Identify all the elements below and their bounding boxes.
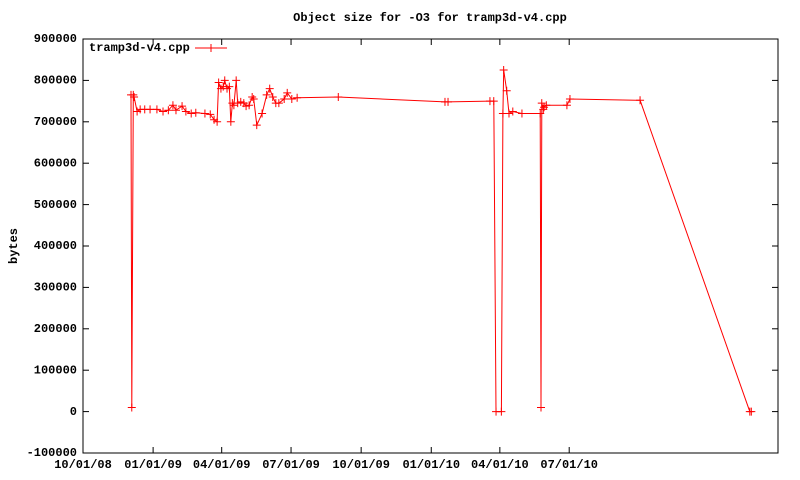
point-marker <box>293 93 302 102</box>
point-marker <box>499 66 508 75</box>
point-marker <box>181 107 190 116</box>
y-tick-label: -100000 <box>27 446 77 460</box>
point-marker <box>178 102 187 111</box>
x-tick-label: 01/01/09 <box>124 458 182 472</box>
point-marker <box>225 82 234 91</box>
y-tick-label: 700000 <box>34 115 77 129</box>
point-marker <box>164 106 173 115</box>
point-marker <box>130 92 139 101</box>
point-marker <box>168 101 177 110</box>
point-marker <box>248 92 257 101</box>
point-marker <box>502 86 511 95</box>
point-marker <box>274 99 283 108</box>
point-marker <box>191 108 200 117</box>
point-marker <box>517 109 526 118</box>
point-marker <box>220 76 229 85</box>
y-axis-label: bytes <box>7 228 21 264</box>
point-marker <box>258 109 267 118</box>
x-tick-label: 01/01/10 <box>402 458 460 472</box>
point-marker <box>536 403 545 412</box>
point-marker <box>536 109 545 118</box>
y-tick-label: 300000 <box>34 281 77 295</box>
point-marker <box>213 117 222 126</box>
point-marker <box>489 97 498 106</box>
point-marker <box>159 107 168 116</box>
point-marker <box>542 101 551 110</box>
x-tick-label: 10/01/08 <box>54 458 112 472</box>
point-marker <box>747 407 756 416</box>
point-marker <box>444 97 453 106</box>
y-tick-label: 100000 <box>34 363 77 377</box>
point-marker <box>508 107 517 116</box>
point-marker <box>287 95 296 104</box>
legend-swatch <box>207 44 215 52</box>
x-tick-label: 07/01/10 <box>540 458 598 472</box>
chart-title: Object size for -O3 for tramp3d-v4.cpp <box>293 11 567 25</box>
x-tick-label: 10/01/09 <box>332 458 390 472</box>
legend-label: tramp3d-v4.cpp <box>89 41 190 55</box>
point-marker <box>187 109 196 118</box>
point-marker <box>283 88 292 97</box>
point-marker <box>146 105 155 114</box>
y-tick-label: 900000 <box>34 32 77 46</box>
y-tick-label: 400000 <box>34 239 77 253</box>
point-marker <box>252 121 261 130</box>
point-marker <box>229 101 238 110</box>
y-tick-label: 600000 <box>34 156 77 170</box>
point-marker <box>127 403 136 412</box>
point-marker <box>206 110 215 119</box>
x-tick-label: 04/01/09 <box>193 458 251 472</box>
point-marker <box>539 105 548 114</box>
point-marker <box>497 407 506 416</box>
point-marker <box>280 95 289 104</box>
point-marker <box>562 101 571 110</box>
y-tick-label: 0 <box>70 405 77 419</box>
x-tick-label: 07/01/09 <box>262 458 320 472</box>
point-marker <box>334 92 343 101</box>
point-marker <box>565 95 574 104</box>
point-marker <box>152 105 161 114</box>
point-marker <box>129 90 138 99</box>
point-marker <box>171 106 180 115</box>
point-marker <box>636 96 645 105</box>
x-tick-label: 04/01/10 <box>471 458 529 472</box>
point-marker <box>537 99 546 108</box>
point-marker <box>226 117 235 126</box>
point-marker <box>214 78 223 87</box>
point-marker <box>265 84 274 93</box>
point-marker <box>262 90 271 99</box>
y-tick-label: 800000 <box>34 74 77 88</box>
point-marker <box>200 109 209 118</box>
y-tick-label: 500000 <box>34 198 77 212</box>
point-marker <box>245 101 254 110</box>
point-marker <box>232 76 241 85</box>
y-tick-label: 200000 <box>34 322 77 336</box>
point-marker <box>504 109 513 118</box>
point-marker <box>268 92 277 101</box>
point-marker <box>249 95 258 104</box>
